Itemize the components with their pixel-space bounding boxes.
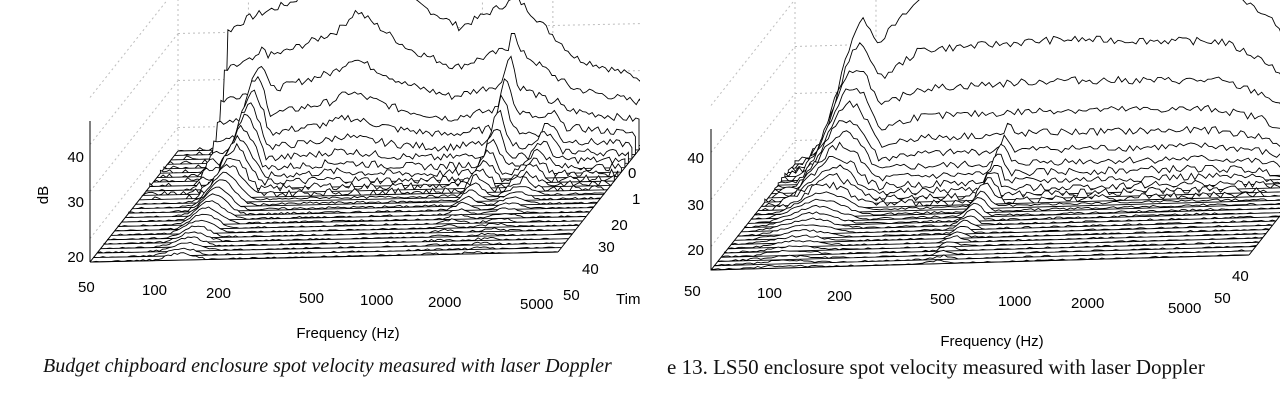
spectrum-slice <box>768 156 1280 199</box>
waterfall-chart-right: 50 100 200 500 1000 2000 50004050203040Frequen… <box>684 0 1280 350</box>
z-tick-label: 30 <box>67 194 84 211</box>
spectrum-slice <box>139 163 608 201</box>
spectrum-slice <box>734 224 1273 241</box>
grid-line <box>89 33 179 145</box>
spectrum-slice <box>741 215 1280 233</box>
spectrum-slice <box>727 232 1267 250</box>
y-tick-label: 30 <box>598 239 615 256</box>
grid-line <box>89 80 179 192</box>
spectrum-slice <box>737 219 1277 237</box>
spectrum-slice <box>96 241 566 254</box>
x-tick-label: 5000 <box>1168 300 1201 317</box>
spectrum-slice <box>141 157 613 196</box>
spectrum-slice <box>720 241 1260 258</box>
spectrum-slice <box>145 142 615 192</box>
spectrum-slice <box>710 254 1250 271</box>
spectrum-slice <box>156 113 626 179</box>
x-tick-label: 2000 <box>428 294 461 311</box>
z-tick-label: 20 <box>67 249 84 266</box>
spectrum-slice <box>89 251 559 263</box>
waterfall-traces <box>710 0 1280 271</box>
z-axis-label: dB <box>35 186 52 204</box>
x-tick-label: 100 <box>142 282 167 299</box>
spectrum-slice <box>713 249 1253 267</box>
x-tick-label: 1000 <box>360 292 393 309</box>
waterfall-chart-left: 5010020050010002000500001020304050203040… <box>35 0 640 342</box>
x-tick-label: 200 <box>206 285 231 302</box>
x-tick-label: 500 <box>930 291 955 308</box>
grid-line <box>177 23 640 34</box>
waterfall-panel-right: 50 100 200 500 1000 2000 5000 40 50 20 30 40 Frequen… <box>640 0 1280 402</box>
waterfall-panel-left: 5010020050010002000500001020304050203040… <box>35 0 640 377</box>
spectrum-slice <box>731 228 1270 246</box>
spectrum-slice <box>103 231 573 245</box>
x-tick-label: 5000 <box>520 296 553 313</box>
y-tick-label: 20 <box>611 217 628 234</box>
grid-line <box>710 0 796 106</box>
figure-caption-left: Budget chipboard enclosure spot velocity… <box>43 355 612 377</box>
spectrum-slice <box>744 208 1280 229</box>
y-tick-label: 40 <box>582 261 599 278</box>
spectrum-slice <box>723 236 1263 254</box>
x-tick-label: 50 <box>684 283 701 300</box>
y-tick-label: 10 <box>632 191 640 208</box>
x-axis-label: Frequency (Hz) <box>940 333 1043 350</box>
x-tick-label: 100 <box>757 285 782 302</box>
spectrum-slice <box>153 124 622 183</box>
x-tick-label: 200 <box>827 288 852 305</box>
y-tick-label: 50 <box>563 287 580 304</box>
spectrum-slice <box>149 134 619 187</box>
z-tick-label: 30 <box>687 197 704 214</box>
waterfall-traces <box>89 0 640 263</box>
y-tick-label: 0 <box>628 165 636 182</box>
x-tick-label: 2000 <box>1071 295 1104 312</box>
spectrum-slice <box>100 236 569 250</box>
axis-line <box>1248 215 1280 256</box>
spectrum-slice <box>93 246 562 259</box>
z-tick-label: 40 <box>67 149 84 166</box>
spectrum-slice <box>764 164 1280 203</box>
spectrum-slice <box>761 172 1280 207</box>
z-tick-label: 40 <box>687 150 704 167</box>
spectrum-slice <box>717 244 1257 262</box>
spectrum-slice <box>747 202 1280 224</box>
x-tick-label: 50 <box>78 279 95 296</box>
figure-caption-right: e 13. LS50 enclosure spot velocity measu… <box>667 355 1205 379</box>
grid-line <box>710 46 796 153</box>
x-tick-label: 1000 <box>998 293 1031 310</box>
grid-line <box>89 0 168 98</box>
y-axis-label: Tim <box>616 291 640 308</box>
y-tick-label: 50 <box>1214 290 1231 307</box>
grid-line <box>89 127 179 239</box>
y-tick-label: 40 <box>1232 268 1249 285</box>
z-tick-label: 20 <box>687 242 704 259</box>
axis-line <box>557 147 640 253</box>
x-axis-label: Frequency (Hz) <box>296 325 399 342</box>
x-tick-label: 500 <box>299 290 324 307</box>
spectrum-slice <box>135 171 605 205</box>
